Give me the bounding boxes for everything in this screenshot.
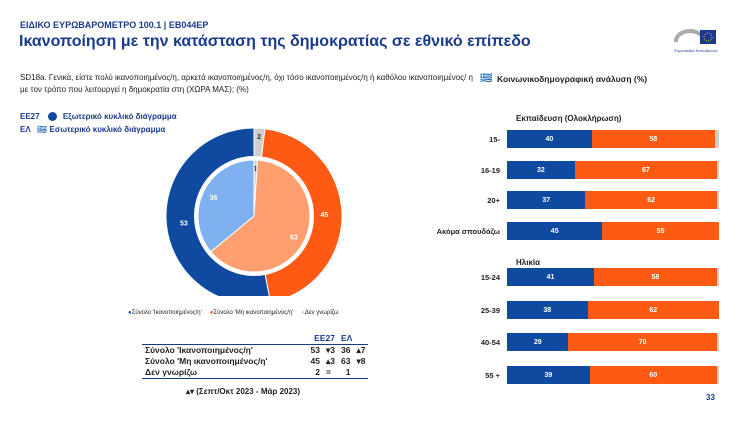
socio-title: Κοινωνικοδημογραφική ανάλυση (%) [497,74,648,84]
stacked-bar: 40 58 [507,130,719,148]
page-title: Ικανοποίηση με την κατάσταση της δημοκρα… [19,33,531,50]
inner-slice-not_satisfied [210,159,311,273]
legend-outer: ΕΕ27 Εξωτερικό κυκλικό διάγραμμα [20,112,177,122]
stacked-bar: 45 55 [507,222,719,240]
category-label: 25-39 [480,306,500,315]
legend-not-satisfied: ●Σύνολο 'Μη ικανοποιημένος/η' [209,310,294,316]
bar-segment-dk [716,161,719,179]
stacked-bar: 32 67 [507,161,719,179]
outer-label-not_satisfied: 45 [320,212,328,219]
category-label: 15- [489,135,500,144]
category-label: 55 + [485,371,500,380]
bar-segment-not_satisfied: 62 [585,191,717,209]
inner-label-not_satisfied: 63 [290,234,298,241]
bar-segment-not_satisfied: 60 [589,366,717,384]
inner-label-satisfied: 36 [210,195,218,202]
group-title: Ηλικία [516,258,541,267]
table-row: Σύνολο 'Μη ικανοποιημένος/η' 45 ▴3 63 ▾8 [145,356,366,366]
bar-segment-dk [716,333,719,351]
blue-dot-icon [47,112,57,122]
logo-text: Ευρωπαϊκό Κοινοβούλιο [674,48,718,53]
bar-segment-not_satisfied: 70 [568,333,717,351]
category-label: Ακόμα σπουδάζω [436,227,500,236]
summary-table: ΕΕ27 ΕΛ Σύνολο 'Ικανοποιημένος/η' 53 ▾3 36 ▴7… [142,333,369,379]
pie-chart: 2 45 53 1 63 36 [165,127,343,296]
inner-label-dk: 1 [254,166,258,173]
outer-label-dk: 2 [257,134,261,141]
bar-segment-satisfied: 29 [507,333,569,351]
bar-segment-not_satisfied: 58 [591,130,715,148]
category-label: 16-19 [480,166,500,175]
bar-segment-dk [716,268,719,286]
bar-segment-not_satisfied: 67 [574,161,717,179]
bar-segment-satisfied: 45 [507,222,603,240]
footnote: ▴▾ (Σεπτ/Οκτ 2023 - Μάρ 2023) [186,387,301,396]
legend-satisfied: ●Σύνολο 'Ικανοποιημένος/η' [128,310,202,316]
stacked-bar: 39 60 [507,366,719,384]
stacked-bar: 38 62 [507,301,719,319]
bar-segment-dk [716,191,719,209]
table-row: Σύνολο 'Ικανοποιημένος/η' 53 ▾3 36 ▴7 [145,345,366,355]
stacked-bar: 37 62 [507,191,719,209]
bar-segment-not_satisfied: 55 [602,222,719,240]
ep-logo-icon: Ευρωπαϊκό Κοινοβούλιο [673,29,718,53]
category-label: 15-24 [480,273,500,282]
inner-slice-satisfied [197,159,255,253]
question-text: SD18a. Γενικά, είστε πολύ ικανοποιημένος… [20,73,473,94]
bar-segment-satisfied: 39 [507,366,590,384]
outer-label-satisfied: 53 [180,221,188,228]
bar-segment-satisfied: 32 [507,161,575,179]
legend-inner: ΕΛ 🇬🇷 Εσωτερικό κυκλικό διάγραμμα [20,125,166,134]
bar-segment-satisfied: 40 [507,130,592,148]
category-label: 20+ [487,196,500,205]
group-title: Εκπαίδευση (Ολοκλήρωση) [516,114,622,123]
bar-segment-satisfied: 41 [507,268,594,286]
greek-flag-icon: 🇬🇷 [37,125,48,134]
stacked-bar: 29 70 [507,333,719,351]
pie-legend: ●Σύνολο 'Ικανοποιημένος/η' ●Σύνολο 'Μη ι… [128,310,339,316]
page-number: 33 [706,393,715,402]
legend-dk: ●Δεν γνωρίζω [301,310,339,316]
bar-segment-satisfied: 37 [507,191,586,209]
category-label: 40-54 [480,338,500,347]
bar-segment-satisfied: 38 [507,301,588,319]
bar-segment-not_satisfied: 58 [593,268,717,286]
bar-segment-dk [714,130,719,148]
bar-segment-dk [716,366,719,384]
table-row: Δεν γνωρίζω 2 = 1 [142,367,369,379]
kicker: ΕΙΔΙΚΟ ΕΥΡΩΒΑΡΟΜΕΤΡΟ 100.1 | EB044EP [20,20,209,30]
stacked-bar: 41 58 [507,268,719,286]
bar-segment-not_satisfied: 62 [587,301,719,319]
greek-flag-icon: 🇬🇷 [480,73,493,84]
